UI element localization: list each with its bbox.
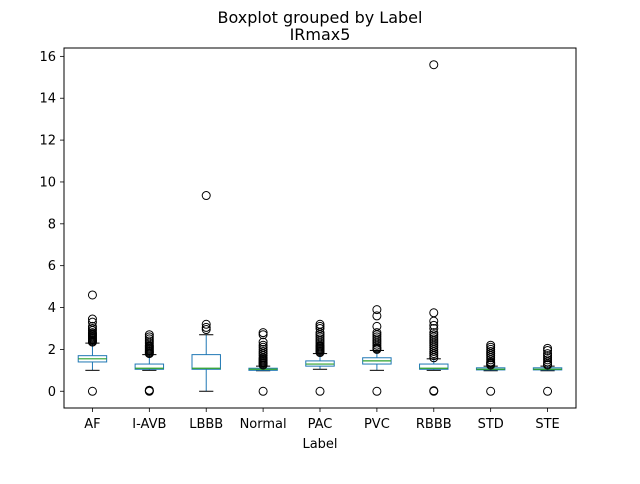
- x-axis-label: Label: [302, 437, 337, 452]
- outlier-point: [543, 349, 553, 359]
- outlier-point: [429, 320, 439, 330]
- x-tick-label: PAC: [308, 417, 333, 432]
- outlier-point: [372, 321, 382, 331]
- box-I-AVB: [134, 363, 165, 370]
- x-tick-label: LBBB: [189, 417, 223, 432]
- y-tick-label: 2: [48, 343, 56, 358]
- y-tick-label: 12: [39, 134, 56, 149]
- outlier-point: [543, 355, 553, 365]
- box-RBBB: [419, 363, 449, 370]
- outlier-point: [429, 386, 439, 396]
- chart-suptitle: Boxplot grouped by Label: [217, 8, 423, 27]
- outlier-point: [87, 386, 97, 396]
- outlier-point: [315, 323, 325, 333]
- outlier-point: [429, 323, 439, 333]
- y-tick-label: 4: [48, 301, 56, 316]
- outlier-point: [543, 345, 553, 355]
- outlier-point: [315, 386, 325, 396]
- outlier-point: [87, 321, 97, 331]
- outlier-point: [144, 385, 154, 395]
- outlier-point: [486, 386, 496, 396]
- outlier-point: [258, 344, 268, 354]
- outlier-point: [258, 346, 268, 356]
- axes-frame: [63, 47, 577, 409]
- outlier-point: [429, 330, 439, 340]
- x-tick-label: RBBB: [416, 417, 452, 432]
- outlier-point: [315, 321, 325, 331]
- outlier-point: [87, 290, 97, 300]
- y-tick-label: 10: [39, 175, 56, 190]
- y-tick-label: 8: [48, 217, 56, 232]
- box-LBBB: [191, 354, 221, 370]
- outlier-point: [258, 342, 268, 352]
- outlier-point: [372, 332, 382, 342]
- outlier-point: [429, 328, 439, 338]
- outlier-point: [372, 305, 382, 315]
- outlier-point: [315, 319, 325, 329]
- outlier-point: [372, 334, 382, 344]
- outlier-point: [144, 330, 154, 340]
- chart-title: IRmax5: [290, 25, 351, 44]
- outlier-point: [258, 330, 268, 340]
- outlier-point: [543, 353, 553, 363]
- outlier-point: [144, 332, 154, 342]
- outlier-point: [372, 311, 382, 321]
- outlier-point: [258, 328, 268, 338]
- y-tick-label: 0: [48, 385, 56, 400]
- x-tick-label: STD: [478, 417, 504, 432]
- outlier-point: [429, 60, 439, 70]
- outlier-point: [486, 346, 496, 356]
- x-tick-label: PVC: [364, 417, 390, 432]
- outlier-point: [258, 337, 268, 347]
- outlier-point: [429, 334, 439, 344]
- outlier-point: [87, 314, 97, 324]
- outlier-point: [201, 191, 211, 201]
- outlier-point: [315, 334, 325, 344]
- outlier-point: [87, 328, 97, 338]
- outlier-point: [543, 343, 553, 353]
- y-tick-label: 6: [48, 259, 56, 274]
- outlier-point: [486, 344, 496, 354]
- outlier-point: [144, 334, 154, 344]
- outlier-point: [87, 323, 97, 333]
- outlier-point: [201, 322, 211, 332]
- y-tick-label: 16: [39, 50, 56, 65]
- outlier-point: [429, 308, 439, 318]
- outlier-point: [372, 328, 382, 338]
- outlier-point: [486, 342, 496, 352]
- outlier-point: [201, 319, 211, 329]
- outlier-point: [543, 351, 553, 361]
- plot-area: 0 2 4 6 8 10 12 14 16 AF I-AVB LBBB Normal PAC PVC RBBB…: [39, 47, 577, 432]
- outlier-point: [372, 386, 382, 396]
- outlier-point: [258, 340, 268, 350]
- x-tick-label: AF: [84, 417, 100, 432]
- x-tick-label: STE: [535, 417, 559, 432]
- outlier-point: [201, 325, 211, 335]
- outlier-point: [486, 340, 496, 350]
- outlier-point: [87, 317, 97, 327]
- x-tick-label: Normal: [240, 417, 287, 432]
- outlier-point: [258, 386, 268, 396]
- outlier-point: [543, 386, 553, 396]
- x-tick-label: I-AVB: [132, 417, 166, 432]
- outlier-point: [144, 336, 154, 346]
- y-tick-label: 14: [39, 92, 56, 107]
